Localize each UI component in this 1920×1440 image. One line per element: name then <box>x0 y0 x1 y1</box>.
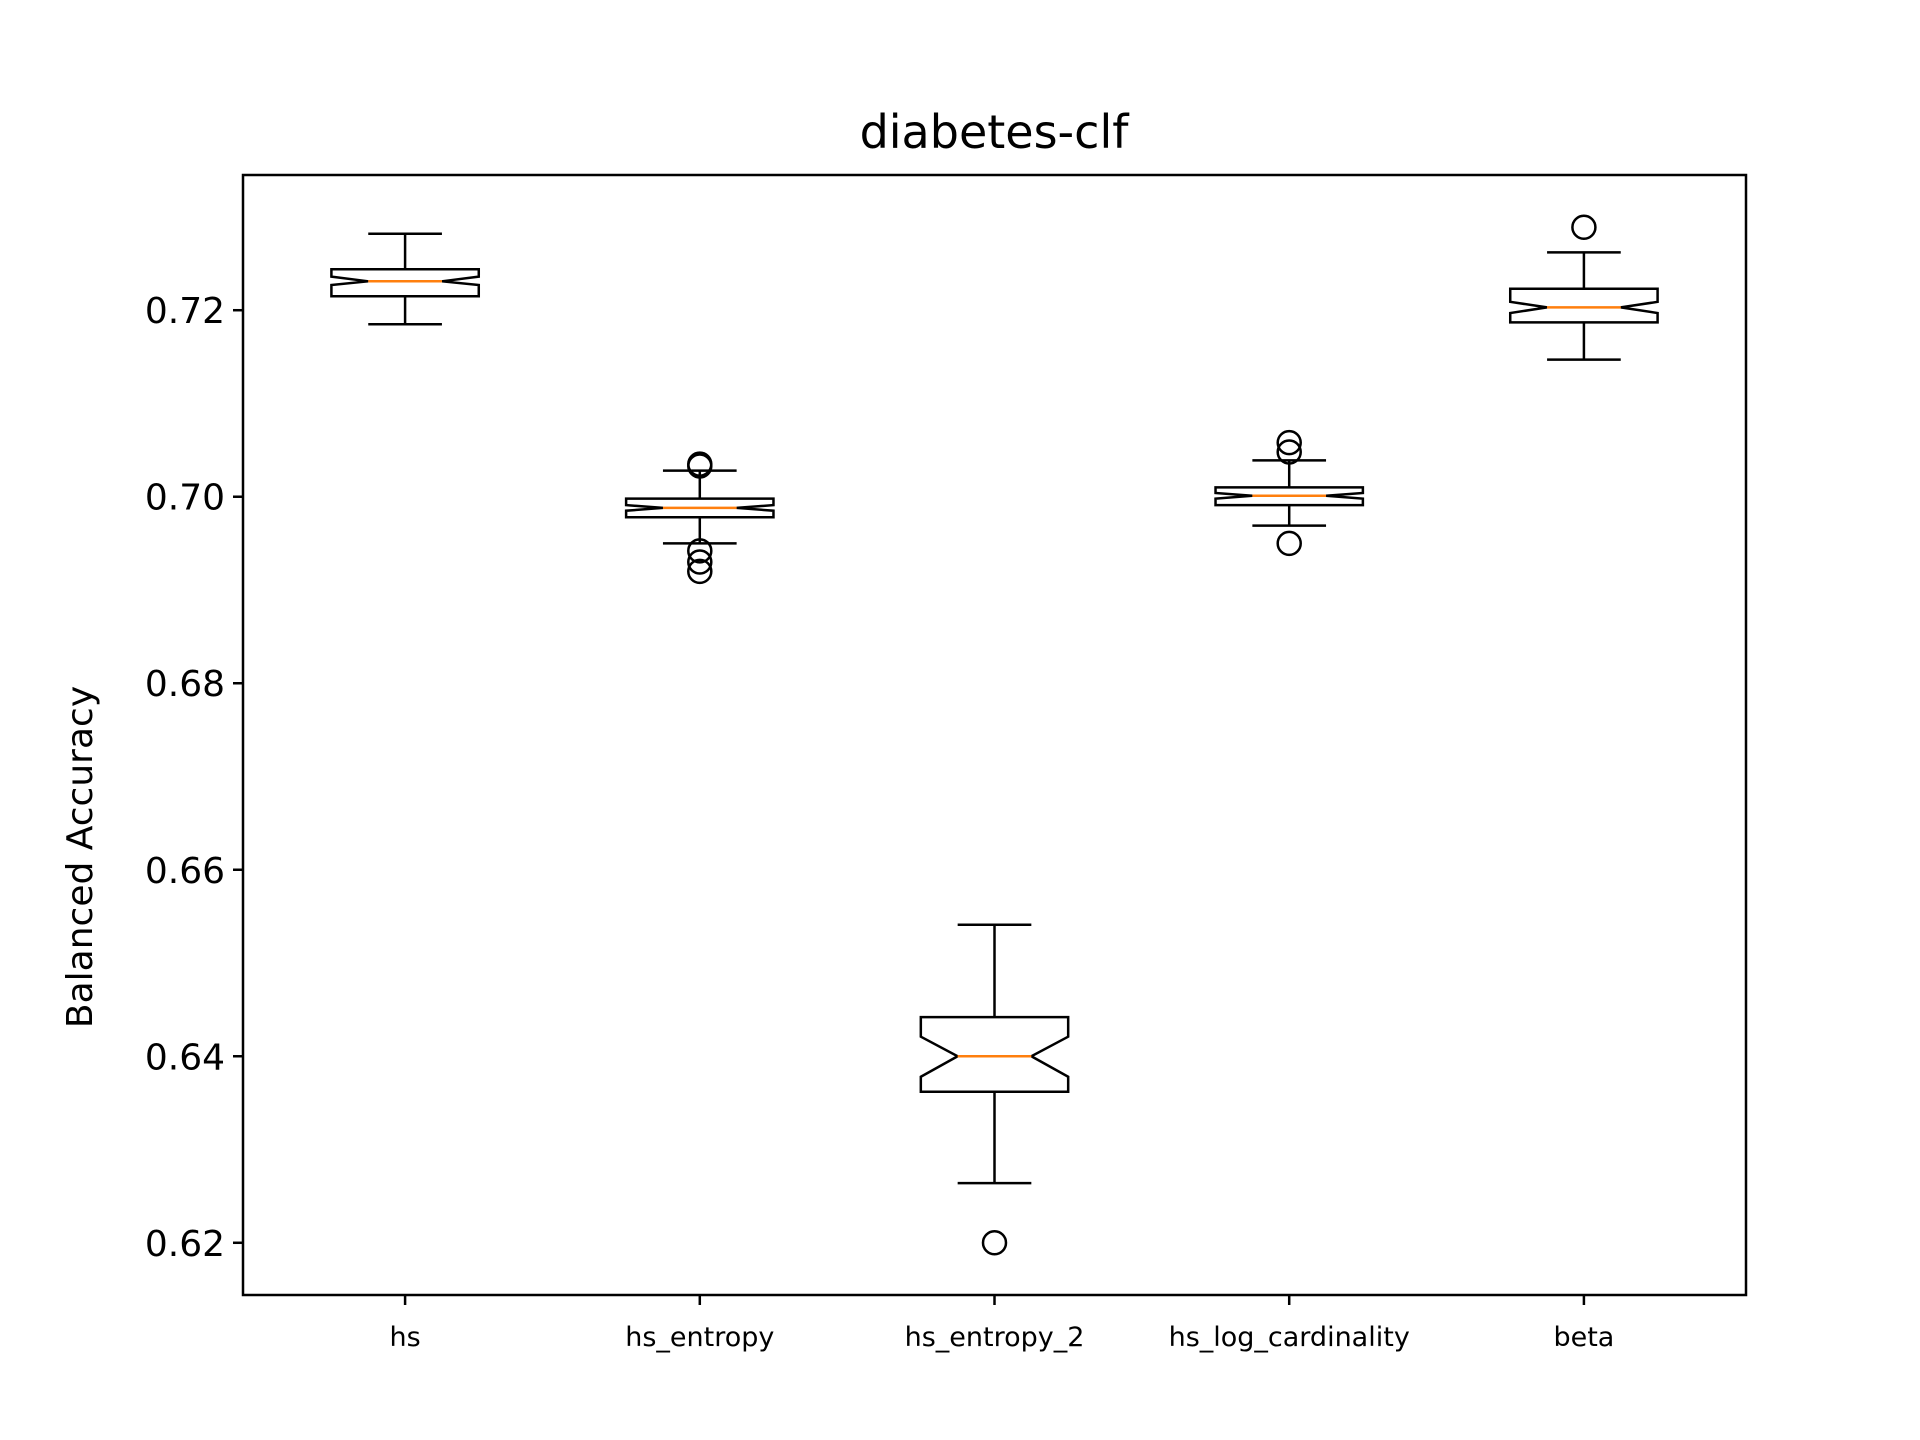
box-hs_log_cardinality <box>1214 429 1365 557</box>
x-tick-label: hs_entropy <box>625 1322 774 1353</box>
outlier-point <box>1571 214 1597 240</box>
box-hs_entropy <box>624 451 775 585</box>
y-tick-label: 0.62 <box>145 1224 225 1265</box>
y-tick-label: 0.70 <box>145 478 225 519</box>
x-tick-label: hs <box>389 1322 420 1353</box>
box-body <box>330 267 481 298</box>
y-tick-label: 0.66 <box>145 851 225 892</box>
x-tick-label: beta <box>1553 1322 1614 1353</box>
box-beta <box>1508 214 1659 361</box>
boxes-group <box>330 214 1659 1256</box>
axis-ticks: 0.62 0.64 0.66 0.68 0.70 0.72 hs hs_entropy hs_e… <box>145 291 1615 1353</box>
plot-frame <box>241 173 1748 1297</box>
outlier-point <box>687 549 713 575</box>
box-hs <box>330 232 481 326</box>
outlier-point <box>687 453 713 479</box>
y-axis-label: Balanced Accuracy <box>60 686 101 1028</box>
chart-title: diabetes-clf <box>860 105 1131 159</box>
outlier-point <box>1276 439 1302 465</box>
outlier-point <box>1276 530 1302 557</box>
x-tick-label: hs_log_cardinality <box>1169 1322 1410 1353</box>
outlier-point <box>687 558 713 585</box>
box-body <box>624 497 775 519</box>
y-tick-label: 0.72 <box>145 291 225 332</box>
y-tick-label: 0.64 <box>145 1037 225 1078</box>
box-body <box>1508 287 1659 324</box>
outlier-point <box>1276 429 1302 456</box>
box-hs_entropy_2 <box>919 923 1070 1256</box>
x-tick-label: hs_entropy_2 <box>905 1322 1085 1353</box>
box-body <box>1214 486 1365 507</box>
outlier-point <box>981 1230 1008 1256</box>
y-tick-label: 0.68 <box>145 664 225 705</box>
outlier-point <box>687 538 713 564</box>
box-body <box>919 1015 1070 1093</box>
